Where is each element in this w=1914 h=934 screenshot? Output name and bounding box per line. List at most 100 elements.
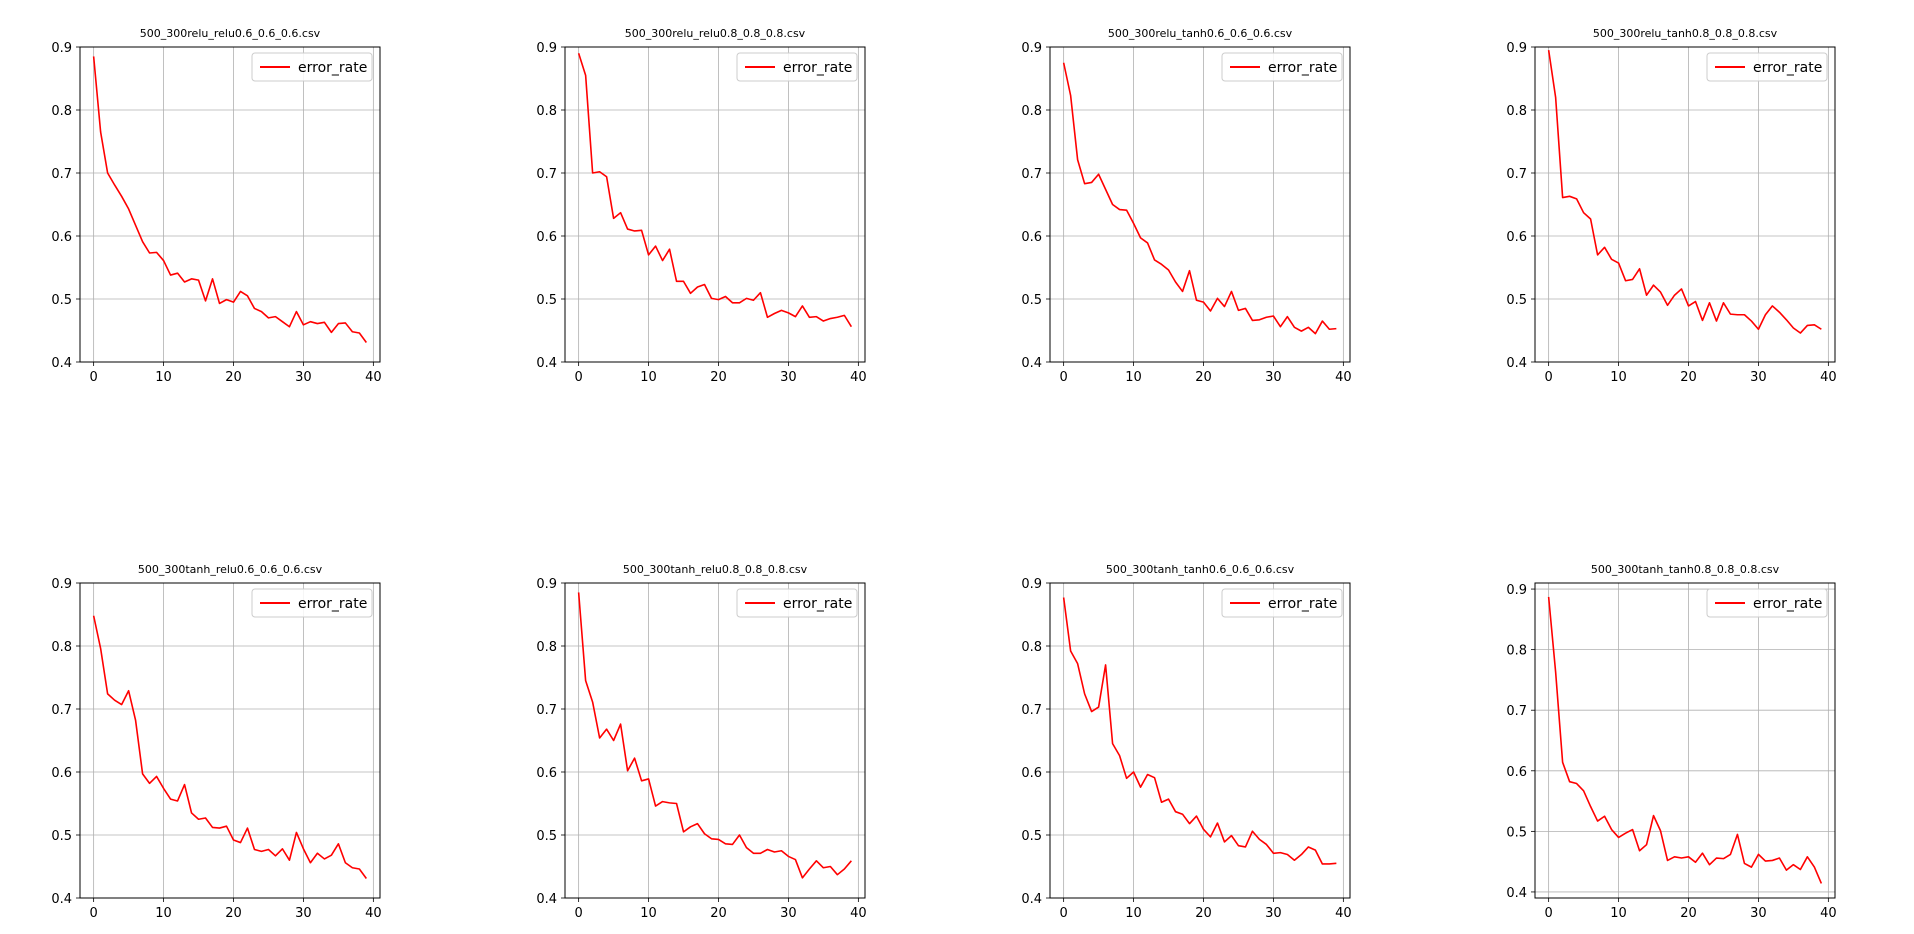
x-tick-label: 30 [1265, 370, 1282, 385]
series-line-error-rate [1547, 50, 1822, 334]
x-tick-label: 0 [1059, 906, 1067, 921]
y-tick-label: 0.5 [536, 293, 557, 308]
y-tick-label: 0.6 [51, 766, 72, 781]
axes-frame [564, 582, 866, 899]
y-tick-label: 0.9 [1506, 583, 1527, 598]
y-tick-label: 0.7 [51, 703, 72, 718]
x-tick-label: 40 [1335, 906, 1352, 921]
legend: error_rate [736, 52, 858, 82]
y-tick-label: 0.8 [1021, 640, 1042, 655]
y-tick-label: 0.8 [536, 104, 557, 119]
x-tick-label: 20 [1195, 370, 1212, 385]
y-tick-label: 0.6 [1021, 230, 1042, 245]
x-tick-label: 40 [365, 370, 382, 385]
x-tick-label: 30 [780, 906, 797, 921]
x-tick-label: 0 [1544, 370, 1552, 385]
y-tick-label: 0.5 [536, 829, 557, 844]
series-line-error-rate [92, 615, 368, 879]
y-tick-label: 0.7 [536, 167, 557, 182]
y-tick-label: 0.9 [51, 577, 72, 592]
legend-box [1706, 52, 1828, 82]
y-tick-label: 0.4 [1021, 892, 1042, 907]
chart-title: 500_300relu_tanh0.8_0.8_0.8.csv [1593, 27, 1778, 40]
chart-panel: 500_300tanh_tanh0.8_0.8_0.8.csv 0 10 20 30 40… [1506, 563, 1836, 921]
y-tick-label: 0.7 [1506, 704, 1527, 719]
legend: error_rate [1706, 52, 1828, 82]
y-tick-label: 0.5 [51, 293, 72, 308]
x-tick-label: 10 [155, 906, 172, 921]
x-tick-label: 10 [155, 370, 172, 385]
axes-frame [1534, 582, 1836, 899]
x-tick-label: 40 [850, 370, 867, 385]
legend-label: error_rate [1753, 596, 1822, 612]
y-tick-label: 0.9 [536, 577, 557, 592]
y-tick-label: 0.5 [51, 829, 72, 844]
y-tick-label: 0.4 [1506, 356, 1527, 371]
y-tick-label: 0.4 [1021, 356, 1042, 371]
y-tick-label: 0.9 [51, 41, 72, 56]
x-tick-label: 30 [780, 370, 797, 385]
chart-title: 500_300tanh_tanh0.8_0.8_0.8.csv [1591, 563, 1780, 576]
x-tick-label: 10 [640, 906, 657, 921]
x-tick-label: 20 [1680, 906, 1697, 921]
y-tick-label: 0.7 [51, 167, 72, 182]
y-tick-label: 0.7 [1021, 703, 1042, 718]
y-tick-label: 0.5 [1506, 825, 1527, 840]
legend-label: error_rate [783, 60, 852, 76]
series-line-error-rate [1062, 62, 1337, 335]
y-tick-label: 0.6 [51, 230, 72, 245]
chart-panel: 500_300relu_tanh0.8_0.8_0.8.csv 0 10 20 30 40… [1506, 27, 1836, 385]
y-tick-label: 0.9 [1506, 41, 1527, 56]
y-tick-label: 0.4 [536, 892, 557, 907]
x-tick-label: 40 [1335, 370, 1352, 385]
y-tick-label: 0.6 [1506, 230, 1527, 245]
chart-title: 500_300tanh_relu0.8_0.8_0.8.csv [623, 563, 808, 576]
y-tick-label: 0.5 [1021, 293, 1042, 308]
y-tick-label: 0.9 [536, 41, 557, 56]
x-tick-label: 20 [225, 370, 242, 385]
series-line-error-rate [577, 592, 852, 879]
chart-panel: 500_300tanh_relu0.8_0.8_0.8.csv 0 10 20 30 40… [536, 563, 866, 921]
chart-title: 500_300relu_tanh0.6_0.6_0.6.csv [1108, 27, 1293, 40]
x-tick-label: 30 [1750, 906, 1767, 921]
chart-panel: 500_300relu_relu0.8_0.8_0.8.csv 0 10 20 30 40… [536, 27, 866, 385]
x-tick-label: 30 [1750, 370, 1767, 385]
y-tick-label: 0.8 [1506, 644, 1527, 659]
y-tick-label: 0.9 [1021, 41, 1042, 56]
y-tick-label: 0.8 [1506, 104, 1527, 119]
legend-box [736, 588, 858, 618]
y-tick-label: 0.6 [536, 766, 557, 781]
y-tick-label: 0.6 [1021, 766, 1042, 781]
y-tick-label: 0.6 [536, 230, 557, 245]
y-tick-label: 0.6 [1506, 765, 1527, 780]
legend: error_rate [1221, 52, 1343, 82]
x-tick-label: 20 [1195, 906, 1212, 921]
legend-box [736, 52, 858, 82]
x-tick-label: 10 [1125, 370, 1142, 385]
x-tick-label: 10 [1610, 906, 1627, 921]
x-tick-label: 30 [295, 906, 312, 921]
chart-panel: 500_300tanh_relu0.6_0.6_0.6.csv 0 10 20 30 40… [51, 563, 381, 921]
y-tick-label: 0.9 [1021, 577, 1042, 592]
chart-panel: 500_300relu_tanh0.6_0.6_0.6.csv 0 10 20 30 40… [1021, 27, 1351, 385]
axes-frame [1049, 582, 1351, 899]
x-tick-label: 10 [1610, 370, 1627, 385]
series-line-error-rate [577, 53, 853, 328]
chart-title: 500_300relu_relu0.8_0.8_0.8.csv [625, 27, 806, 40]
y-tick-label: 0.7 [1021, 167, 1042, 182]
axes-frame [564, 46, 866, 363]
y-tick-label: 0.4 [536, 356, 557, 371]
series-line-error-rate [1062, 597, 1337, 865]
x-tick-label: 30 [295, 370, 312, 385]
y-tick-label: 0.8 [51, 640, 72, 655]
legend-label: error_rate [1753, 60, 1822, 76]
legend-box [1221, 588, 1343, 618]
chart-title: 500_300relu_relu0.6_0.6_0.6.csv [140, 27, 321, 40]
legend-label: error_rate [783, 596, 852, 612]
legend-box [1221, 52, 1343, 82]
series-line-error-rate [92, 56, 368, 343]
x-tick-label: 0 [1544, 906, 1552, 921]
axes-frame [1049, 46, 1351, 363]
legend-label: error_rate [298, 596, 367, 612]
legend: error_rate [1221, 588, 1343, 618]
